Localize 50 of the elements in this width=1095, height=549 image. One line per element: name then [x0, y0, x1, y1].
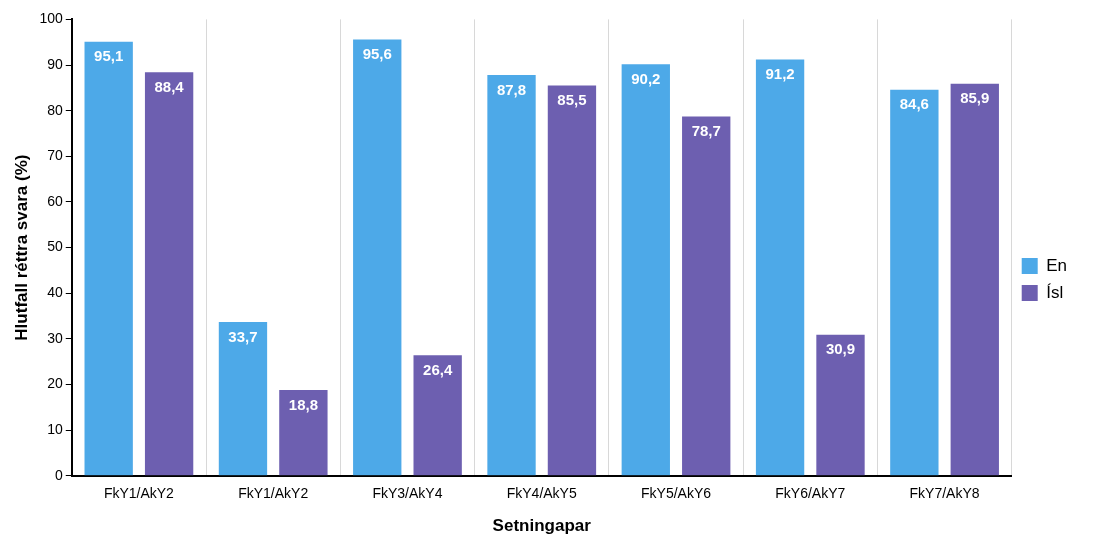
x-tick-label: FkY1/AkY2: [103, 485, 175, 502]
bar: [353, 39, 402, 476]
bar: [621, 64, 670, 476]
bar: [144, 72, 194, 476]
bar: [84, 41, 133, 476]
bar: [950, 83, 999, 476]
bar: [755, 59, 805, 476]
y-tick-label: 20: [47, 375, 63, 392]
data-label: 85,9: [960, 89, 990, 107]
data-label: 91,2: [765, 65, 795, 83]
y-tick-label: 90: [47, 55, 63, 72]
y-axis-title: Hlutfall réttra svara (%): [11, 154, 31, 341]
x-tick-label: FkY6/AkY7: [775, 485, 846, 502]
x-tick-label: FkY5/AkY6: [641, 485, 712, 502]
data-label: 95,6: [362, 45, 392, 63]
data-label: 78,7: [691, 122, 721, 140]
y-tick-label: 40: [47, 284, 63, 301]
y-tick-label: 10: [47, 421, 63, 438]
y-tick-label: 100: [39, 10, 63, 27]
y-tick-label: 70: [47, 147, 63, 164]
y-tick-label: 80: [47, 101, 63, 118]
y-tick-label: 0: [54, 466, 63, 483]
data-label: 90,2: [631, 69, 661, 87]
bar: [413, 355, 462, 476]
data-label: 33,7: [228, 327, 258, 345]
x-tick-label: FkY7/AkY8: [909, 485, 980, 502]
x-tick-label: FkY4/AkY5: [506, 485, 577, 502]
bar: [816, 334, 865, 476]
y-tick-label: 30: [47, 329, 63, 346]
data-label: 18,8: [288, 395, 318, 413]
data-label: 85,5: [557, 91, 587, 109]
bar: [487, 75, 536, 476]
bar: [682, 116, 731, 476]
data-label: 87,8: [496, 80, 527, 98]
y-tick-label: 60: [47, 192, 63, 209]
data-label: 26,4: [423, 360, 453, 378]
bar: [547, 85, 597, 476]
bar: [890, 89, 939, 476]
data-label: 95,1: [94, 47, 124, 65]
y-tick-label: 50: [47, 238, 63, 255]
x-axis-title: Setningapar: [492, 516, 592, 536]
bar: [218, 321, 268, 476]
x-tick-label: FkY1/AkY2: [238, 485, 309, 502]
data-label: 84,6: [899, 95, 929, 113]
legend-label: En: [1046, 255, 1067, 275]
legend-label: Ísl: [1046, 282, 1064, 302]
x-tick-label: FkY3/AkY4: [372, 485, 443, 502]
bar: [279, 390, 328, 476]
data-label: 30,9: [825, 340, 856, 358]
data-label: 88,4: [154, 77, 185, 95]
